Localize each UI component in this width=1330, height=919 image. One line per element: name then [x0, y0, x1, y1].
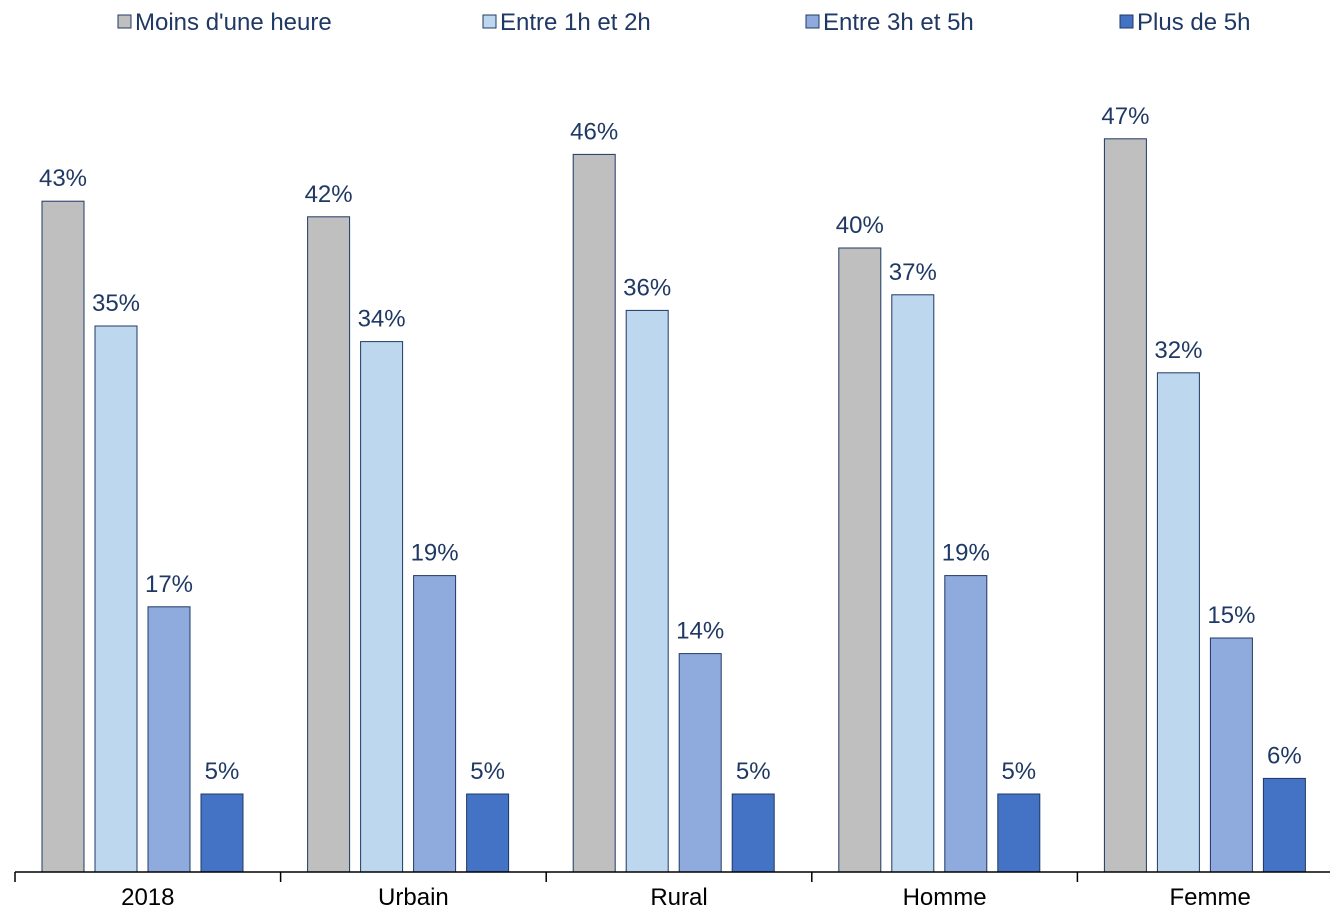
bar-urbain-moins-d-une-heure [307, 216, 351, 873]
data-label: 40% [836, 212, 884, 239]
x-tick-label-rural: Rural [650, 884, 707, 911]
bar-2018-moins-d-une-heure [41, 200, 85, 873]
bar-femme-moins-d-une-heure [1103, 138, 1147, 873]
legend-item-moins-d-une-heure: Moins d'une heure [117, 9, 332, 36]
data-label: 5% [470, 758, 505, 785]
bar-urbain-plus-de-5h [466, 793, 510, 873]
legend-label: Entre 3h et 5h [823, 9, 974, 36]
legend-swatch [117, 14, 132, 29]
x-axis: 2018 Urbain Rural Homme Femme [14, 871, 1330, 911]
data-label: 47% [1101, 103, 1149, 130]
data-label: 5% [1001, 758, 1036, 785]
bar-2018-entre-1h-et-2h [94, 325, 138, 873]
bar-rural-entre-3h-et-5h [678, 653, 722, 873]
x-tick-label-femme: Femme [1170, 884, 1251, 911]
legend-label: Moins d'une heure [135, 9, 332, 36]
bar-rural-entre-1h-et-2h [625, 309, 669, 873]
legend-item-plus-de-5h: Plus de 5h [1119, 9, 1250, 36]
data-label: 19% [942, 540, 990, 567]
legend: Moins d'une heure Entre 1h et 2h Entre 3h … [117, 9, 1250, 36]
data-labels: 43% 35% 17% 5% 42% 34% 19% 5% 46% 36% 14% 5% 40%37% 1… [39, 103, 1302, 785]
data-label: 37% [889, 259, 937, 286]
legend-item-entre-1h-et-2h: Entre 1h et 2h [482, 9, 651, 36]
bar-2018-plus-de-5h [200, 793, 244, 873]
data-label: 46% [570, 118, 618, 145]
x-tick-label-homme: Homme [903, 884, 987, 911]
data-label: 36% [623, 274, 671, 301]
data-label: 35% [92, 290, 140, 317]
data-label: 5% [736, 758, 771, 785]
data-label: 42% [305, 181, 353, 208]
legend-swatch [1119, 14, 1134, 29]
bar-homme-plus-de-5h [997, 793, 1041, 873]
legend-swatch [805, 14, 820, 29]
bar-urbain-entre-3h-et-5h [413, 575, 457, 873]
legend-swatch [482, 14, 497, 29]
data-label: 19% [411, 540, 459, 567]
data-label: 43% [39, 165, 87, 192]
bar-homme-entre-3h-et-5h [944, 575, 988, 873]
bar-femme-entre-1h-et-2h [1156, 372, 1200, 873]
bar-rural-plus-de-5h [731, 793, 775, 873]
data-label: 15% [1207, 602, 1255, 629]
legend-label: Entre 1h et 2h [500, 9, 651, 36]
x-tick-label-2018: 2018 [121, 884, 174, 911]
bar-rural-moins-d-une-heure [572, 153, 616, 873]
legend-item-entre-3h-et-5h: Entre 3h et 5h [805, 9, 974, 36]
data-label: 5% [205, 758, 240, 785]
legend-label: Plus de 5h [1137, 9, 1250, 36]
bar-urbain-entre-1h-et-2h [360, 341, 404, 873]
bar-femme-plus-de-5h [1262, 777, 1306, 873]
data-label: 6% [1267, 742, 1302, 769]
data-label: 32% [1154, 337, 1202, 364]
bars [41, 138, 1306, 873]
bar-homme-entre-1h-et-2h [891, 294, 935, 873]
bar-homme-moins-d-une-heure [838, 247, 882, 873]
x-tick-label-urbain: Urbain [378, 884, 449, 911]
data-label: 34% [358, 306, 406, 333]
data-label: 14% [676, 618, 724, 645]
data-label: 17% [145, 571, 193, 598]
bar-2018-entre-3h-et-5h [147, 606, 191, 873]
bar-femme-entre-3h-et-5h [1209, 637, 1253, 873]
